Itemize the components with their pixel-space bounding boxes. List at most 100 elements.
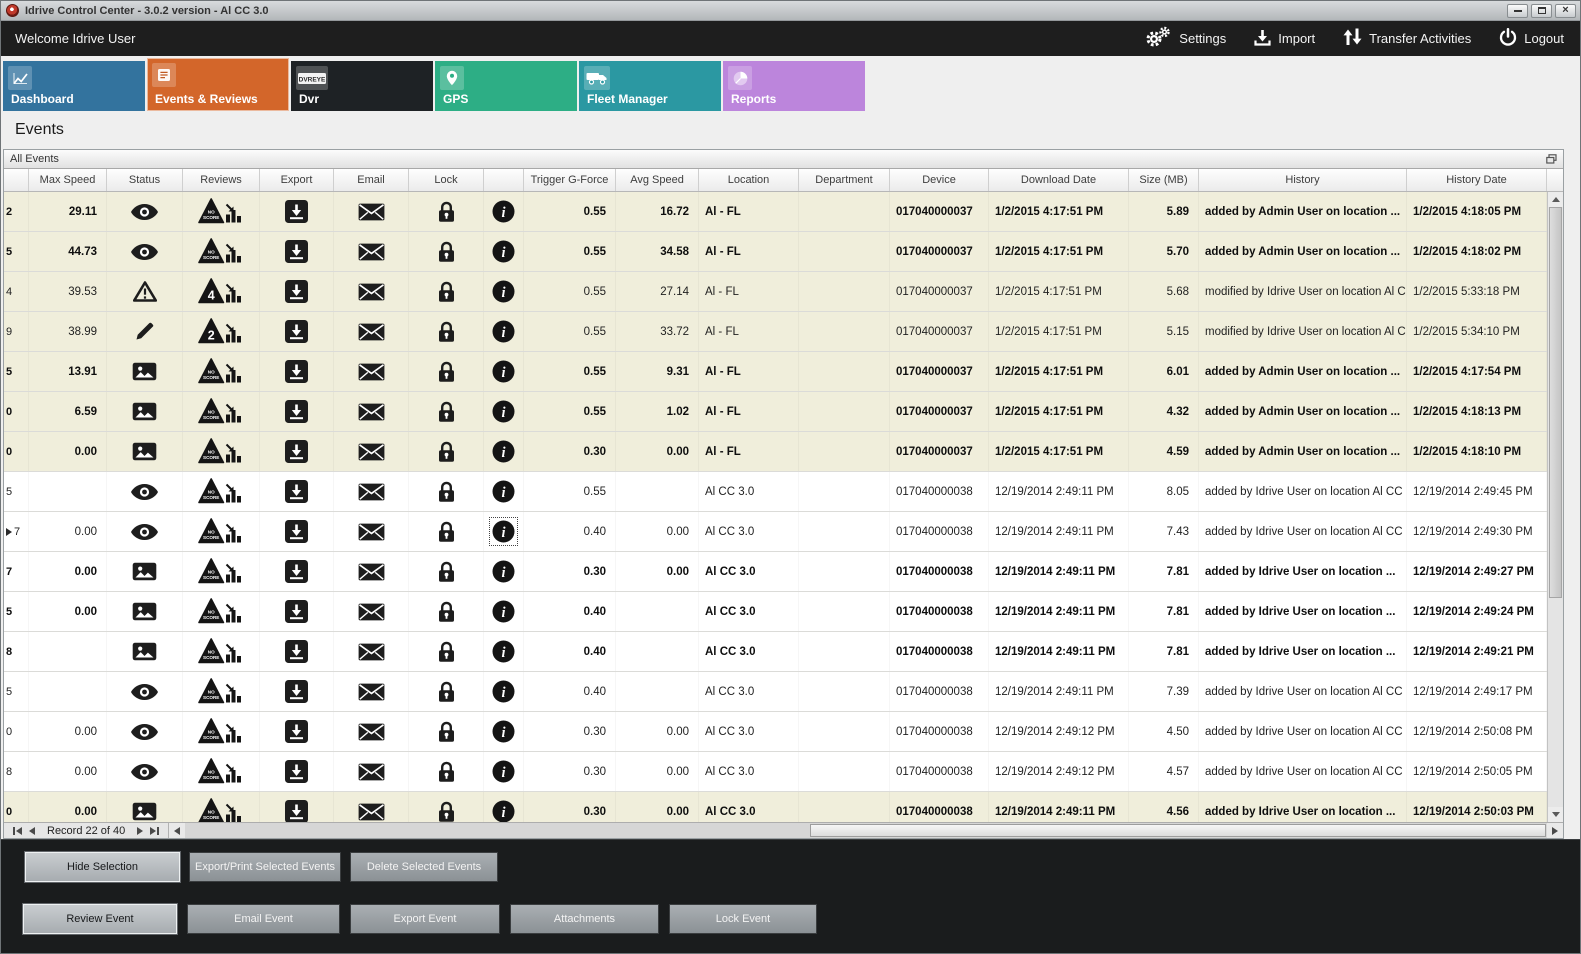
eye-status-icon[interactable]	[107, 512, 183, 551]
info-icon[interactable]: i	[484, 672, 524, 711]
tab-gps[interactable]: GPS	[435, 61, 577, 111]
image-status-icon[interactable]	[107, 352, 183, 391]
lock-event-button[interactable]: Lock Event	[669, 904, 817, 934]
image-status-icon[interactable]	[107, 392, 183, 431]
eye-status-icon[interactable]	[107, 472, 183, 511]
maximize-button[interactable]	[1531, 3, 1552, 18]
review-score-icon[interactable]: NO SCORE	[183, 232, 260, 271]
table-row[interactable]: 7 0.00 NO SCORE i 0.40 0.00 Al CC 3.0 0170400000…	[4, 512, 1547, 552]
export-icon[interactable]	[260, 632, 334, 671]
review-score-icon[interactable]: 2	[183, 312, 260, 351]
email-icon[interactable]	[334, 272, 409, 311]
export-icon[interactable]	[260, 752, 334, 791]
review-event-button[interactable]: Review Event	[22, 903, 178, 935]
header-avg-speed[interactable]: Avg Speed	[616, 169, 699, 191]
tab-dvr[interactable]: DVREYE Dvr	[291, 61, 433, 111]
restore-panel-icon[interactable]	[1546, 154, 1557, 164]
table-row[interactable]: 0 0.00 NO SCORE i 0.30 0.00 Al - FL 017040000037…	[4, 432, 1547, 472]
header-device[interactable]: Device	[890, 169, 989, 191]
email-icon[interactable]	[334, 232, 409, 271]
lock-icon[interactable]	[409, 192, 484, 231]
close-button[interactable]: ×	[1555, 3, 1576, 18]
info-icon[interactable]: i	[484, 512, 524, 551]
lock-icon[interactable]	[409, 312, 484, 351]
eye-status-icon[interactable]	[107, 672, 183, 711]
table-row[interactable]: 5 44.73 NO SCORE i 0.55 34.58 Al - FL 0170400000…	[4, 232, 1547, 272]
export-icon[interactable]	[260, 272, 334, 311]
lock-icon[interactable]	[409, 632, 484, 671]
lock-icon[interactable]	[409, 232, 484, 271]
review-score-icon[interactable]: 4	[183, 272, 260, 311]
info-icon[interactable]: i	[484, 472, 524, 511]
table-row[interactable]: 9 38.99 2 i 0.55 33.72 Al - FL 017040000037 1/2/…	[4, 312, 1547, 352]
review-score-icon[interactable]: NO SCORE	[183, 512, 260, 551]
scroll-down-button[interactable]	[1548, 807, 1563, 822]
tab-events-reviews[interactable]: Events & Reviews	[147, 58, 289, 111]
review-score-icon[interactable]: NO SCORE	[183, 472, 260, 511]
review-score-icon[interactable]: NO SCORE	[183, 592, 260, 631]
table-row[interactable]: 2 29.11 NO SCORE i 0.55 16.72 Al - FL 0170400000…	[4, 192, 1547, 232]
lock-icon[interactable]	[409, 752, 484, 791]
info-icon[interactable]: i	[484, 432, 524, 471]
header-email[interactable]: Email	[334, 169, 409, 191]
lock-icon[interactable]	[409, 592, 484, 631]
info-icon[interactable]: i	[484, 792, 524, 822]
image-status-icon[interactable]	[107, 552, 183, 591]
hide-selection-button[interactable]: Hide Selection	[24, 851, 181, 883]
last-record-button[interactable]	[150, 826, 160, 835]
header-department[interactable]: Department	[799, 169, 890, 191]
attachments-button[interactable]: Attachments	[510, 904, 659, 934]
header-trigger-gforce[interactable]: Trigger G-Force	[524, 169, 616, 191]
export-icon[interactable]	[260, 592, 334, 631]
export-event-button[interactable]: Export Event	[350, 904, 500, 934]
eye-status-icon[interactable]	[107, 712, 183, 751]
review-score-icon[interactable]: NO SCORE	[183, 192, 260, 231]
info-icon[interactable]: i	[484, 312, 524, 351]
image-status-icon[interactable]	[107, 792, 183, 822]
lock-icon[interactable]	[409, 432, 484, 471]
import-button[interactable]: Import	[1254, 29, 1315, 49]
vertical-scrollbar[interactable]	[1547, 192, 1563, 822]
table-row[interactable]: 8 0.00 NO SCORE i 0.30 0.00 Al CC 3.0 0170400000…	[4, 752, 1547, 792]
image-status-icon[interactable]	[107, 432, 183, 471]
settings-button[interactable]: Settings	[1144, 26, 1226, 51]
table-row[interactable]: 0 6.59 NO SCORE i 0.55 1.02 Al - FL 017040000037…	[4, 392, 1547, 432]
email-icon[interactable]	[334, 312, 409, 351]
lock-icon[interactable]	[409, 272, 484, 311]
export-print-selected-events-button[interactable]: Export/Print Selected Events	[189, 852, 341, 882]
export-icon[interactable]	[260, 432, 334, 471]
eye-status-icon[interactable]	[107, 752, 183, 791]
info-icon[interactable]: i	[484, 192, 524, 231]
info-icon[interactable]: i	[484, 592, 524, 631]
table-row[interactable]: 8 NO SCORE i 0.40 Al CC 3.0 017040000038 12/19/…	[4, 632, 1547, 672]
review-score-icon[interactable]: NO SCORE	[183, 792, 260, 822]
table-row[interactable]: 7 0.00 NO SCORE i 0.30 0.00 Al CC 3.0 0170400000…	[4, 552, 1547, 592]
email-icon[interactable]	[334, 352, 409, 391]
tab-dashboard[interactable]: Dashboard	[3, 61, 145, 111]
email-event-button[interactable]: Email Event	[187, 904, 340, 934]
info-icon[interactable]: i	[484, 232, 524, 271]
export-icon[interactable]	[260, 352, 334, 391]
review-score-icon[interactable]: NO SCORE	[183, 352, 260, 391]
lock-icon[interactable]	[409, 712, 484, 751]
email-icon[interactable]	[334, 672, 409, 711]
table-row[interactable]: 0 0.00 NO SCORE i 0.30 0.00 Al CC 3.0 0170400000…	[4, 712, 1547, 752]
image-status-icon[interactable]	[107, 592, 183, 631]
horizontal-scrollbar-thumb[interactable]	[810, 824, 1546, 837]
minimize-button[interactable]	[1507, 3, 1528, 18]
lock-icon[interactable]	[409, 472, 484, 511]
transfer-activities-button[interactable]: Transfer Activities	[1343, 28, 1471, 49]
export-icon[interactable]	[260, 192, 334, 231]
eye-status-icon[interactable]	[107, 192, 183, 231]
info-icon[interactable]: i	[484, 272, 524, 311]
email-icon[interactable]	[334, 432, 409, 471]
table-row[interactable]: 5 NO SCORE i 0.55 Al CC 3.0 017040000038 12/19/…	[4, 472, 1547, 512]
email-icon[interactable]	[334, 592, 409, 631]
info-icon[interactable]: i	[484, 392, 524, 431]
info-icon[interactable]: i	[484, 752, 524, 791]
horizontal-scrollbar[interactable]	[168, 823, 1563, 838]
header-max-speed[interactable]: Max Speed	[29, 169, 107, 191]
email-icon[interactable]	[334, 472, 409, 511]
logout-button[interactable]: Logout	[1499, 27, 1564, 49]
next-record-button[interactable]	[137, 826, 144, 835]
